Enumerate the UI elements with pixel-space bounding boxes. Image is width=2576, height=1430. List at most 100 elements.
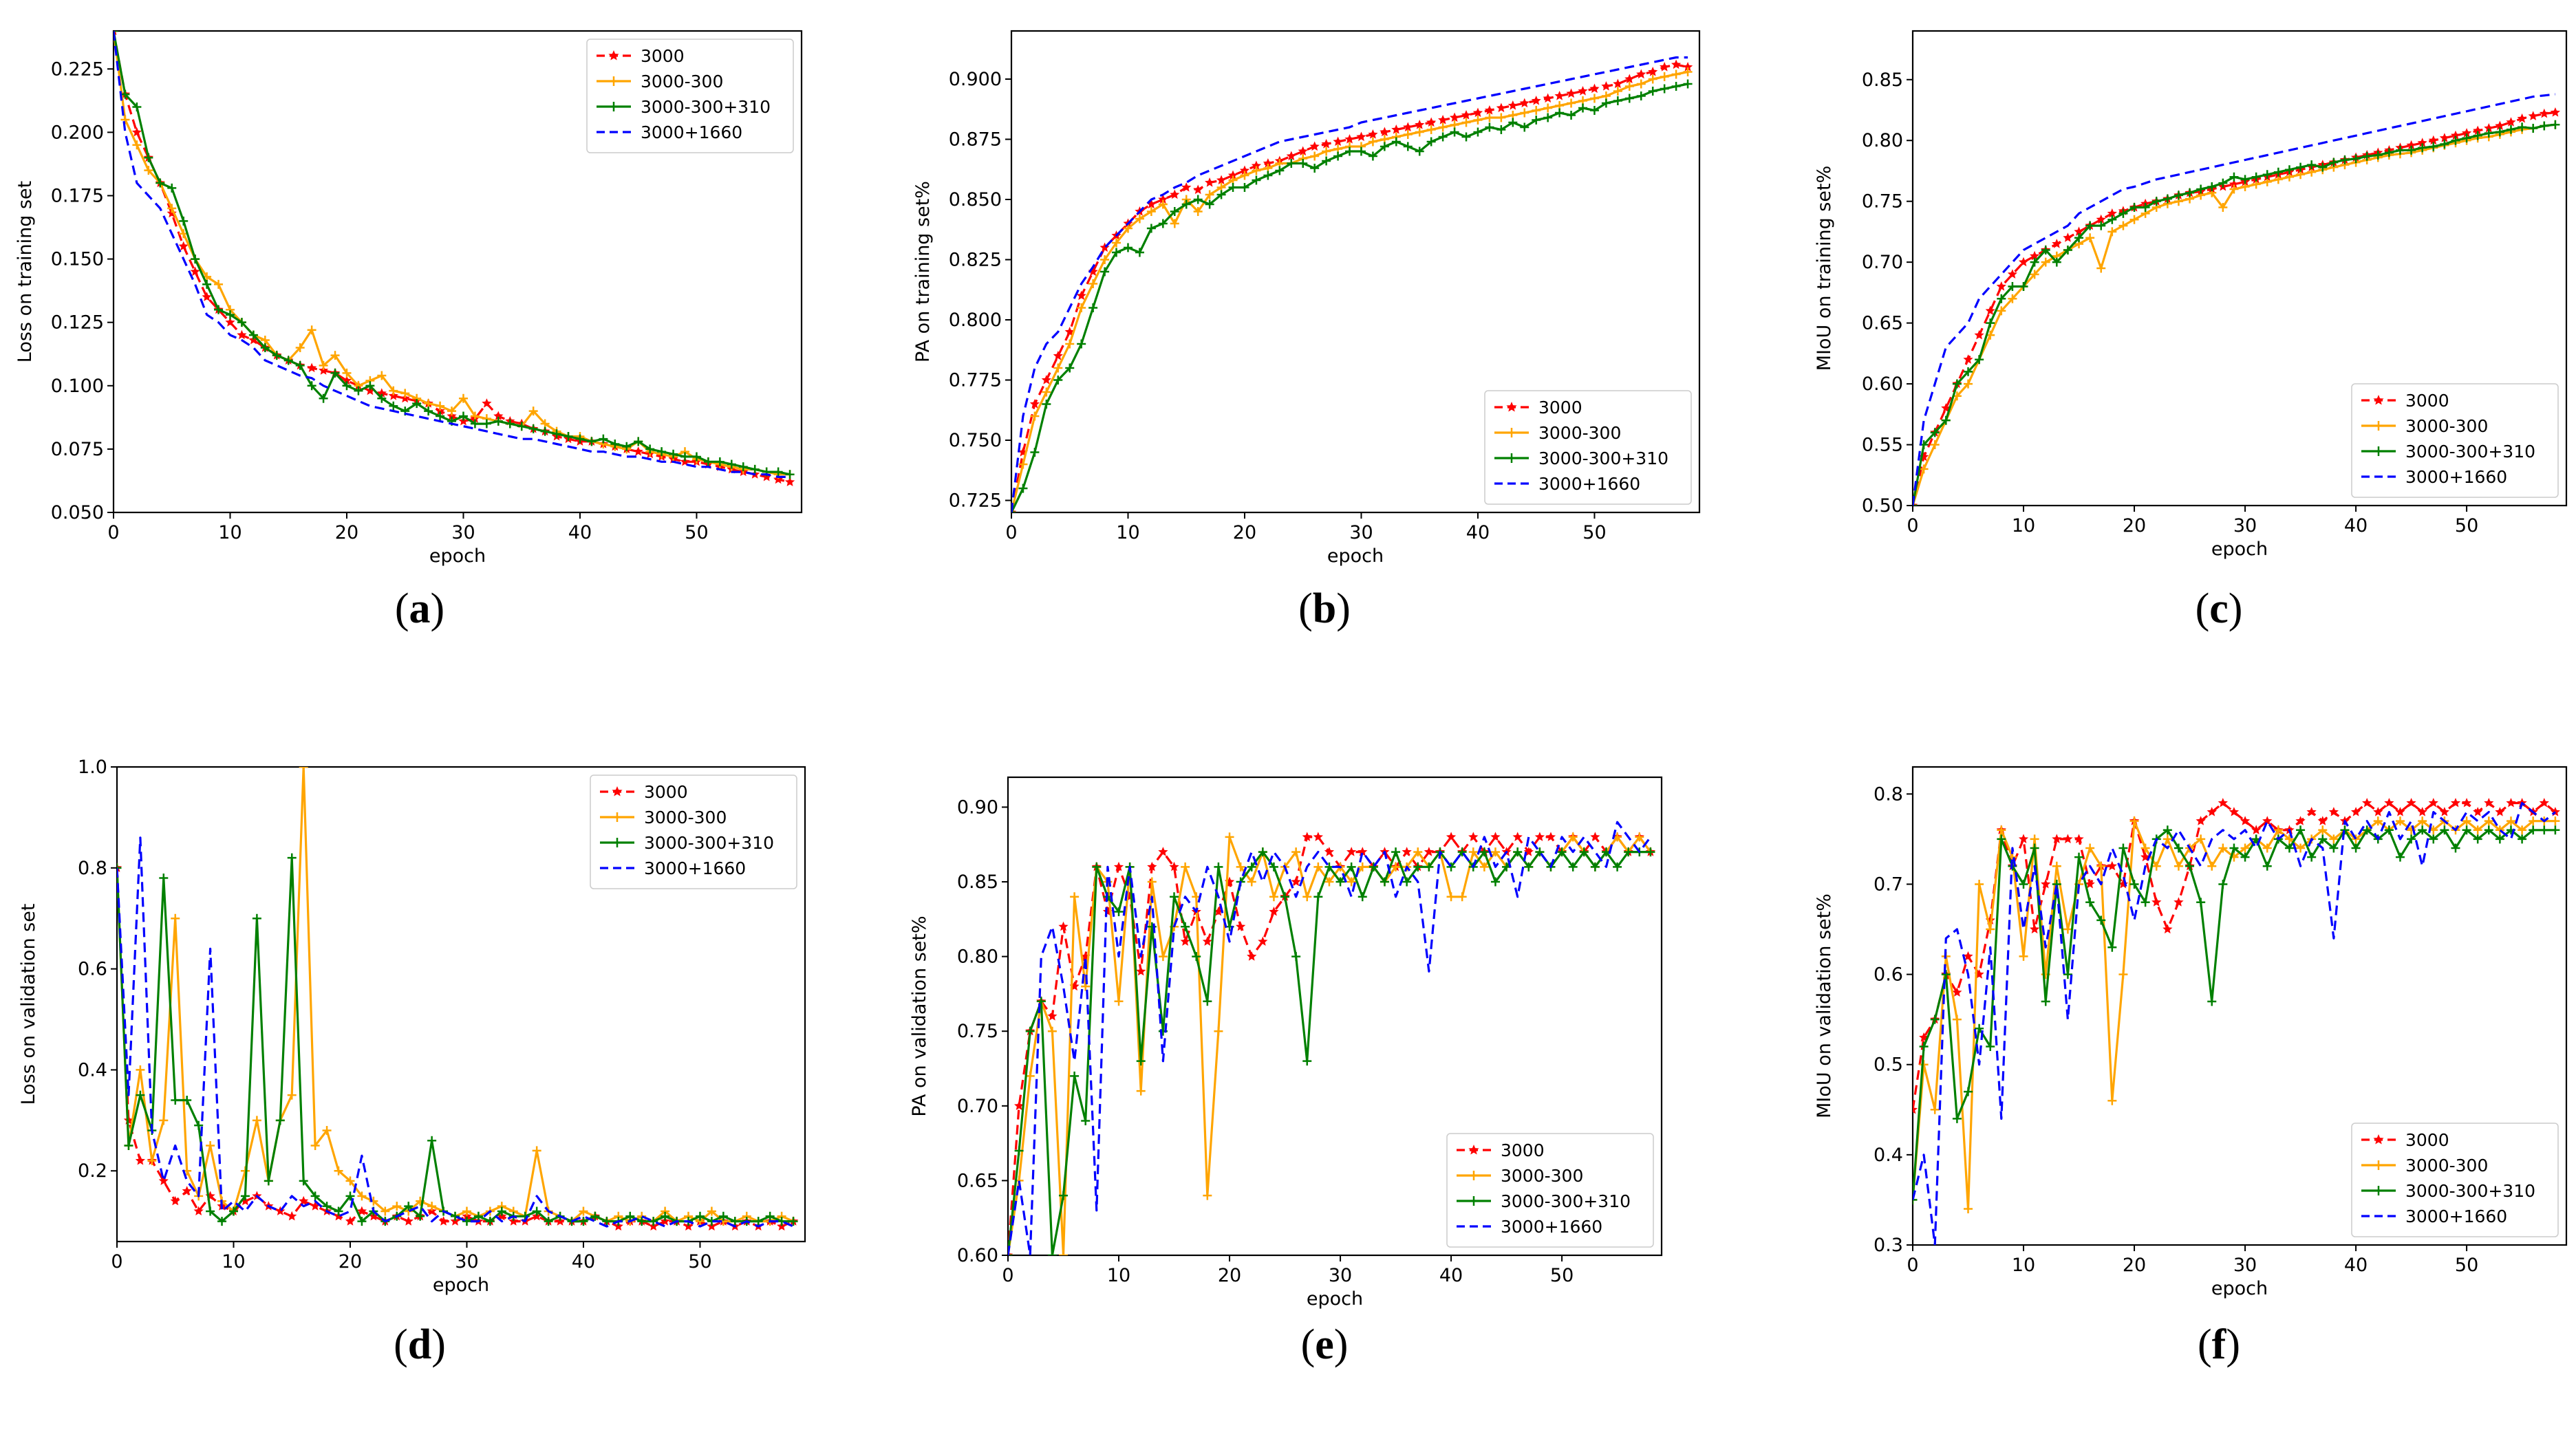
chart-a-ytick-label: 0.050 [51,502,104,523]
chart-f-point [2373,807,2383,816]
chart-a-point [389,386,398,396]
chart-b-point [1461,132,1471,142]
chart-f-point [2328,807,2339,816]
chart-b-point [1578,86,1588,96]
chart-b-point [1636,79,1646,89]
chart-b-legend-label: 3000-300 [1538,423,1621,443]
chart-f-point [2185,861,2195,871]
chart-e-point [1136,1086,1146,1096]
chart-f-point [2118,879,2129,889]
chart-a-point [365,381,375,391]
chart-b-legend-label: 3000 [1538,398,1582,418]
chart-e-point [1535,847,1545,857]
chart-c-ytick-label: 0.65 [1862,313,1903,334]
chart-f-point [2473,834,2482,844]
chart-d-point [310,1191,320,1201]
chart-c-point [2384,148,2394,158]
caption-paren: ) [431,1321,446,1368]
chart-a-point [132,102,142,112]
chart-b-point [1519,98,1530,108]
chart-a-point [155,178,165,188]
chart-d-point [462,1206,471,1216]
chart-c-point [2207,182,2217,191]
chart-b-point [1660,72,1669,81]
chart-b-ytick-label: 0.850 [949,189,1002,210]
chart-e-point [1236,862,1245,871]
chart-e-point [1059,1191,1069,1200]
chart-b-point [1112,248,1121,257]
chart-e-ytick-label: 0.60 [957,1245,998,1266]
chart-a-point [622,442,632,451]
chart-b-point [1368,137,1377,147]
chart-e-xtick-label: 50 [1550,1265,1574,1286]
chart-c-point [2539,108,2549,118]
chart-b-point [1461,118,1471,127]
caption-c-letter: c [2209,585,2229,632]
chart-d-point [451,1211,460,1221]
chart-b-ytick-label: 0.750 [949,430,1002,451]
chart-f-point [2273,825,2283,835]
chart-b-point [1158,199,1168,209]
chart-a-point [342,381,352,391]
chart-b-point [1426,125,1436,134]
chart-b-point [1461,110,1472,120]
chart-b-point [1112,238,1121,248]
caption-d-letter: d [407,1321,432,1368]
chart-a-point [389,401,398,411]
chart-c-point [2052,239,2062,248]
chart-a-point [377,393,387,403]
chart-b-legend-marker [1507,428,1516,437]
chart-b-point [1088,303,1098,312]
chart-d-point [117,863,122,873]
chart-b-point [1146,224,1156,233]
chart-d-legend-marker [612,786,623,797]
chart-d-point [625,1211,635,1221]
chart-b-point [1088,279,1098,288]
chart-c-xtick-label: 40 [2344,515,2368,537]
chart-a-legend-marker [608,50,619,61]
chart-c-point [2551,120,2560,129]
chart-f-point [1986,1042,1995,1052]
chart-e-legend-marker [1469,1171,1479,1180]
chart-e-point [1523,847,1534,856]
chart-b-ylabel: PA on training set% [912,181,934,362]
chart-e-ytick-label: 0.65 [957,1170,998,1191]
chart-f-point [2529,816,2538,826]
chart-f-legend-label: 3000 [2405,1130,2449,1150]
chart-d-point [170,1195,180,1206]
chart-e-point [1114,997,1124,1006]
chart-b-point [1426,117,1437,127]
chart-e-point [1579,847,1589,857]
chart-f-point [2429,834,2438,844]
chart-f-point [2439,807,2449,816]
chart-d-point [136,1065,145,1074]
chart-d-ytick-label: 0.2 [78,1160,107,1182]
chart-c-xlabel: epoch [2211,539,2268,560]
chart-b-point [1555,108,1565,118]
chart-c-ytick-label: 0.60 [1862,373,1903,395]
chart-b-point [1228,183,1238,192]
chart-a: 0 10 20 30 40 50 0.050 0.075 0.100 0.125 0.150 0.17… [14,30,803,567]
chart-c-ytick-label: 0.85 [1862,69,1903,91]
chart-b-point [1403,142,1413,151]
chart-c-point [2484,123,2494,133]
chart-b-point [1216,175,1227,185]
chart-f-point [2019,879,2028,889]
chart-d-point [158,1176,169,1185]
chart-c-point [2229,179,2240,188]
chart-b-point [1438,132,1448,142]
chart-b-point [1099,242,1110,252]
chart-f-point [1919,1042,1929,1052]
chart-f-point [2085,879,2095,889]
chart-b-point [1135,214,1144,224]
chart-d-point [462,1217,471,1226]
chart-c-legend-label: 3000 [2405,391,2449,411]
chart-a-point [540,426,550,436]
chart-c-point [2373,150,2383,160]
chart-c-point [2107,227,2117,237]
chart-b-ytick-label: 0.825 [949,250,1002,271]
chart-e-point [1457,892,1467,902]
chart-b-point [1135,248,1144,257]
chart-d-point [579,1217,588,1226]
